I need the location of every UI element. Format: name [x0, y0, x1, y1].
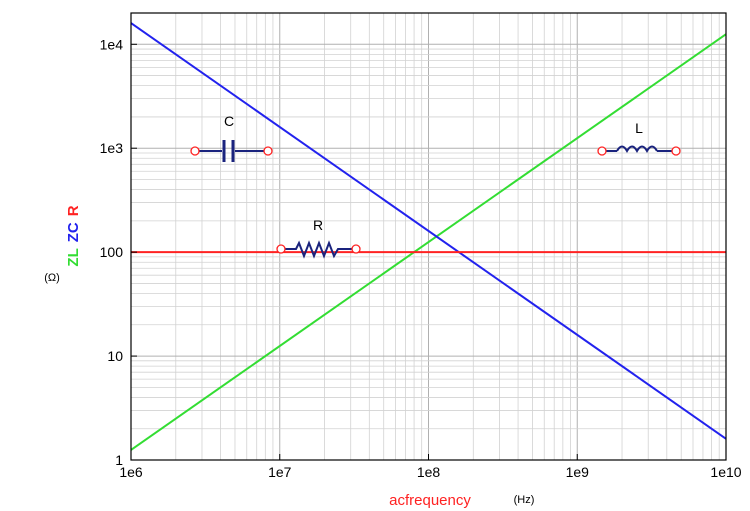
y-label-zc: ZC — [65, 222, 82, 242]
y-tick-label: 100 — [100, 244, 124, 260]
y-tick-labels: 1 10 100 1e3 1e4 — [100, 36, 137, 468]
inductor-label: L — [635, 120, 643, 136]
x-tick-label: 1e7 — [268, 464, 292, 480]
resistor-label: R — [313, 217, 323, 233]
series-lines — [130, 22, 727, 451]
x-tick-labels: 1e6 1e7 1e8 1e9 1e10 — [119, 454, 742, 480]
x-axis-unit: (Hz) — [514, 494, 535, 506]
inductor-symbol: L — [597, 120, 681, 156]
y-axis-label: ZL ZC R — [65, 205, 82, 266]
y-tick-label: 10 — [107, 348, 123, 364]
series-line-zl — [130, 33, 727, 451]
y-tick-label: 1e3 — [100, 140, 124, 156]
capacitor-symbol: C — [190, 113, 273, 162]
capacitor-label: C — [224, 113, 234, 129]
x-tick-label: 1e8 — [417, 464, 441, 480]
grid-lines — [130, 12, 726, 461]
y-tick-label: 1e4 — [100, 36, 124, 52]
y-tick-label: 1 — [115, 452, 123, 468]
x-tick-label: 1e10 — [710, 464, 741, 480]
series-line-zc — [130, 22, 727, 440]
y-label-zl: ZL — [65, 248, 82, 266]
resistor-symbol: R — [276, 217, 361, 259]
y-label-r: R — [65, 205, 82, 216]
x-tick-label: 1e9 — [566, 464, 590, 480]
y-axis-unit: (Ω) — [44, 272, 60, 284]
x-tick-label: 1e6 — [119, 464, 143, 480]
x-axis-label: acfrequency — [389, 492, 471, 509]
